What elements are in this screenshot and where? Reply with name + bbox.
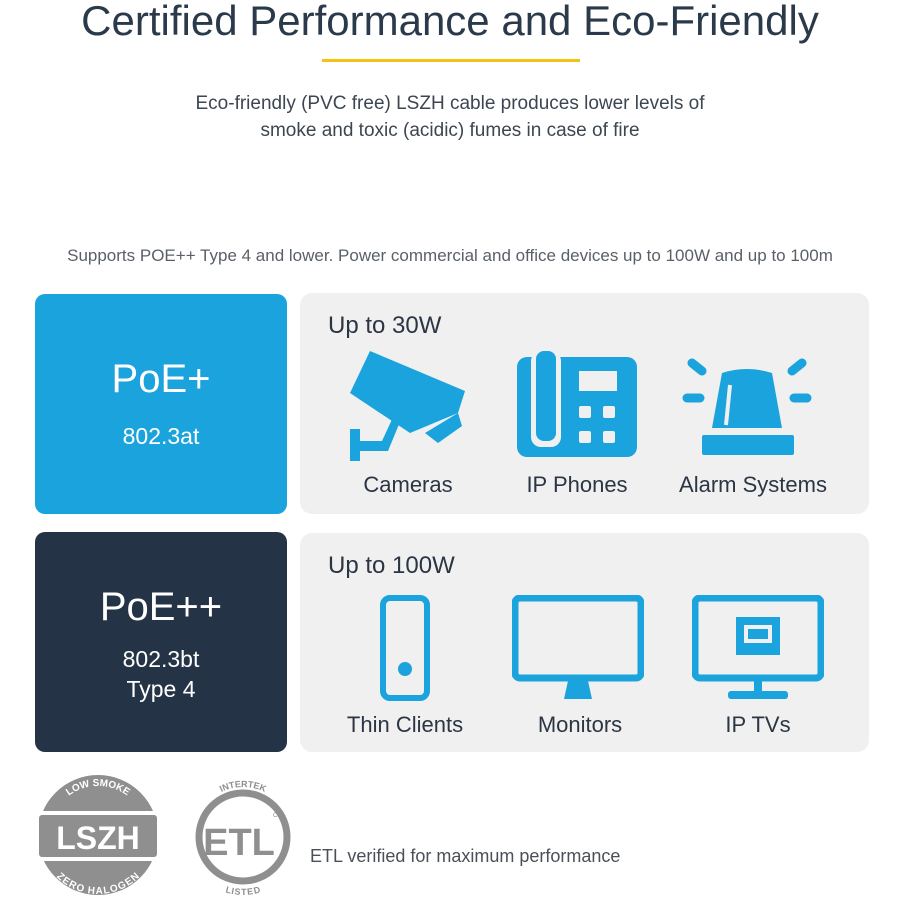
lszh-center-text: LSZH (56, 820, 140, 856)
device-label-thin-clients: Thin Clients (346, 712, 464, 737)
support-text: Supports POE++ Type 4 and lower. Power c… (67, 246, 833, 265)
etl-top-text: INTERTEK (218, 779, 268, 794)
security-camera-icon (350, 351, 465, 461)
poe-plus-plus-name: PoE++ (99, 585, 223, 629)
desk-phone-icon (517, 351, 637, 457)
poe-plus-plus-type: Type 4 (126, 676, 196, 702)
device-label-alarm-systems: Alarm Systems (679, 472, 827, 497)
tv-ethernet-icon (692, 595, 824, 699)
etl-bottom-text: LISTED (225, 884, 262, 897)
etl-logo: ETL CM INTERTEK LISTED (195, 779, 291, 897)
poe-plus-plus-devices-panel: Up to 100W Thin Clients Monitors IP TVs (300, 533, 869, 752)
subtitle-line-1: Eco-friendly (PVC free) LSZH cable produ… (195, 93, 705, 114)
svg-text:LISTED: LISTED (225, 884, 262, 897)
etl-cm-mark: CM (273, 813, 282, 819)
subtitle-line-2: smoke and toxic (acidic) fumes in case o… (260, 120, 640, 141)
poe-plus-power: Up to 30W (328, 312, 442, 339)
etl-text: ETL verified for maximum performance (310, 846, 621, 866)
device-label-ip-phones: IP Phones (526, 472, 628, 497)
monitor-icon (512, 595, 644, 699)
title-underline (322, 59, 580, 62)
lszh-logo: LSZH LOW SMOKE ZERO HALOGEN (35, 775, 161, 897)
thin-client-icon (380, 595, 430, 701)
poe-plus-plus-box: PoE++ 802.3bt Type 4 (35, 532, 287, 752)
poe-plus-name: PoE+ (111, 357, 211, 401)
device-label-monitors: Monitors (537, 712, 623, 737)
poe-plus-plus-power: Up to 100W (328, 552, 455, 579)
alarm-beacon-icon (682, 358, 812, 455)
poe-plus-plus-standard: 802.3bt (122, 646, 200, 672)
poe-plus-devices-panel: Up to 30W Cameras IP Phones Alarm System… (300, 293, 869, 514)
device-label-cameras: Cameras (363, 472, 453, 497)
page-title: Certified Performance and Eco-Friendly (81, 0, 819, 44)
poe-plus-standard: 802.3at (122, 423, 200, 449)
svg-text:INTERTEK: INTERTEK (218, 779, 268, 794)
etl-center-text: ETL (203, 822, 275, 864)
poe-plus-box: PoE+ 802.3at (35, 294, 287, 514)
device-label-ip-tvs: IP TVs (725, 712, 791, 737)
